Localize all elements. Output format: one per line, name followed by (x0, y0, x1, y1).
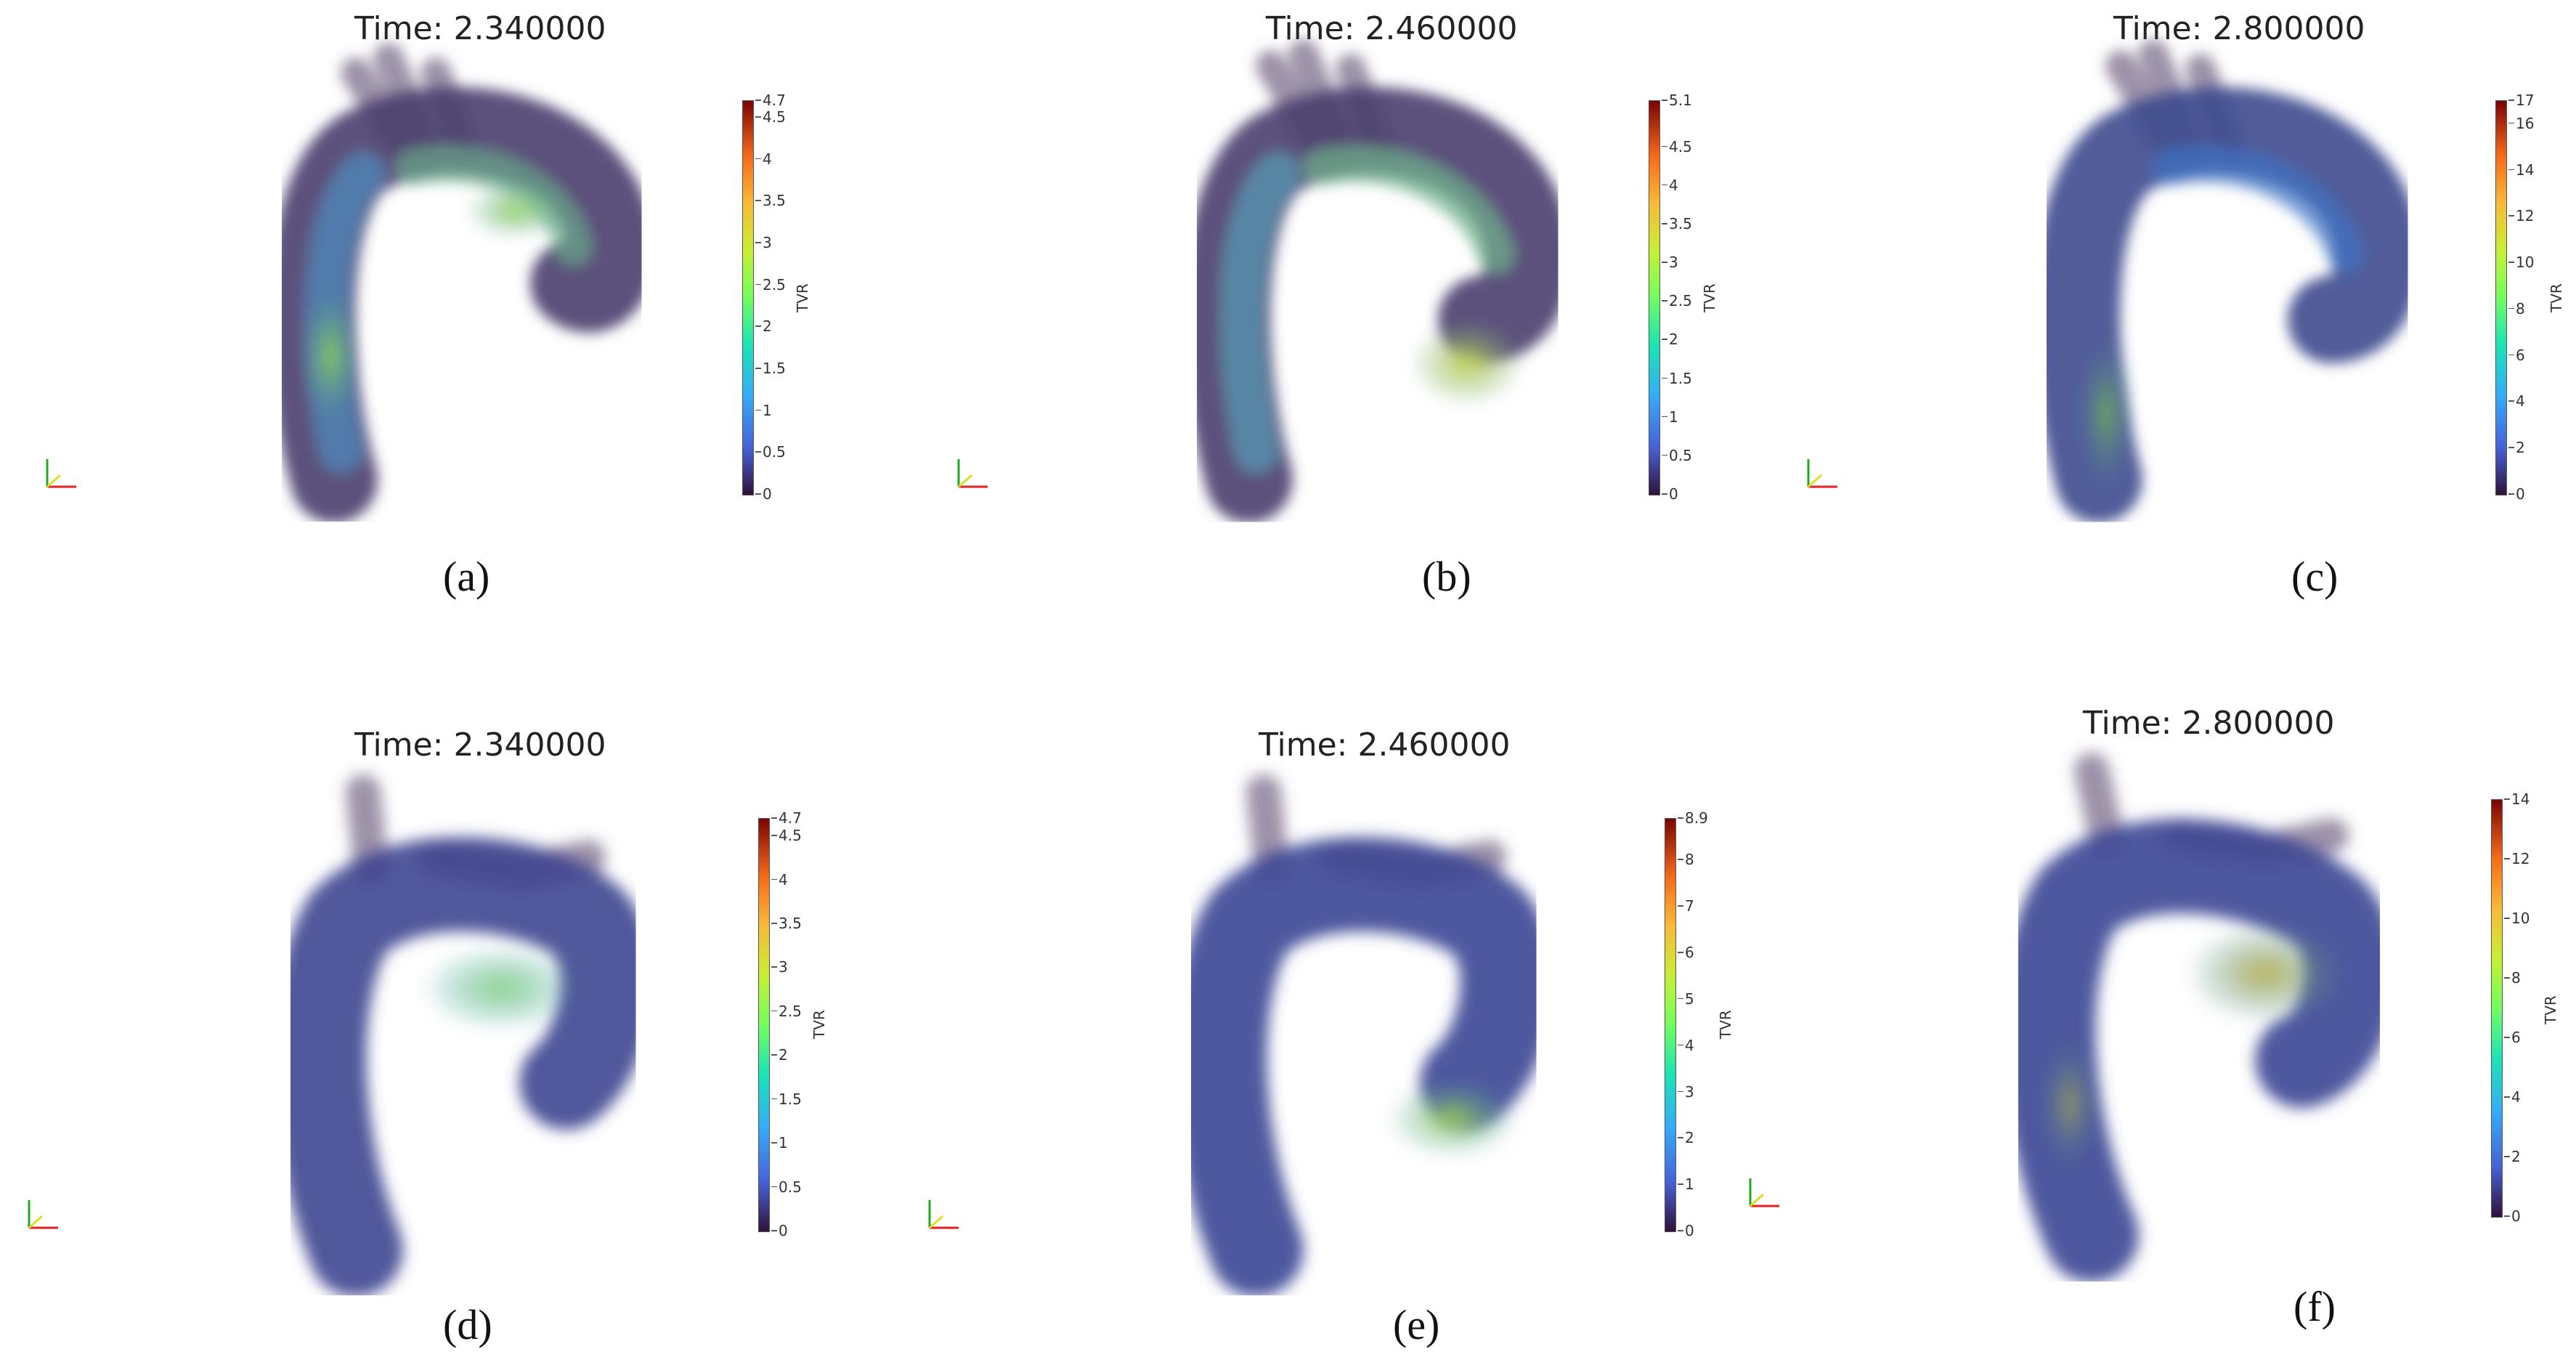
colorbar-tick-label: 3.5 (1662, 215, 1692, 233)
panel-d-title: Time: 2.340000 (354, 727, 606, 764)
colorbar-tick-label: 6 (2508, 346, 2525, 364)
colorbar-e-label: TVR (1717, 1010, 1734, 1039)
colorbar-tick-label: 0.5 (755, 443, 786, 461)
colorbar-tick-label: 3 (771, 958, 788, 976)
panel-a-title: Time: 2.340000 (354, 10, 606, 47)
colorbar-tick-label: 4 (2504, 1088, 2521, 1106)
colorbar-e (1665, 818, 1676, 1232)
colorbar-tick-label: 1.5 (1662, 369, 1692, 387)
colorbar-tick-label: 2 (771, 1046, 788, 1064)
colorbar-tick-label: 4.5 (771, 827, 802, 845)
colorbar-tick-label: 6 (1678, 944, 1694, 962)
colorbar-tick-label: 10 (2503, 910, 2530, 927)
colorbar-tick-label: 1.5 (755, 360, 786, 378)
colorbar-tick-label: 4 (2508, 392, 2525, 410)
colorbar-tick-label: 1 (755, 401, 772, 419)
colorbar-tick-label: 1.5 (771, 1090, 802, 1108)
colorbar-tick-label: 0 (755, 485, 772, 503)
aorta-render-b (1183, 39, 1572, 523)
colorbar-tick-label: 6 (2504, 1029, 2521, 1046)
colorbar-tick-label: 1 (1662, 408, 1678, 426)
colorbar-tick-label: 0.5 (1662, 446, 1692, 464)
colorbar-b (1649, 100, 1660, 495)
colorbar-d-label: TVR (810, 1010, 828, 1039)
colorbar-tick-label: 3.5 (771, 915, 802, 933)
colorbar-tick-label: 8 (2508, 299, 2525, 317)
orientation-axes-e (928, 1200, 959, 1229)
colorbar-tick-label: 5 (1678, 989, 1694, 1008)
colorbar-tick-label: 4.5 (1662, 137, 1692, 155)
colorbar-c-label: TVR (2548, 283, 2565, 312)
colorbar-tick-label: 0 (2504, 1207, 2521, 1225)
orientation-axes-f (1749, 1178, 1779, 1207)
aorta-render-f (2001, 753, 2397, 1282)
colorbar-tick-label: 2.5 (755, 275, 786, 294)
panel-f-title: Time: 2.800000 (2083, 705, 2335, 742)
colorbar-tick-label: 2 (1678, 1129, 1694, 1147)
colorbar-tick-label: 10 (2508, 254, 2535, 272)
colorbar-tick-label: 4.7 (771, 809, 802, 827)
colorbar-tick-label: 2.5 (1662, 292, 1692, 310)
colorbar-tick-label: 2.5 (771, 1002, 802, 1020)
orientation-axes-d (28, 1200, 58, 1229)
colorbar-tick-label: 3.5 (755, 192, 786, 210)
orientation-axes-b (957, 459, 988, 488)
colorbar-tick-label: 4 (755, 150, 772, 168)
panel-c-caption: (c) (2291, 553, 2339, 600)
aorta-render-c (2033, 39, 2421, 523)
colorbar-tick-label: 4.7 (755, 92, 786, 109)
colorbar-tick-label: 3 (755, 234, 772, 252)
colorbar-c (2495, 100, 2507, 495)
colorbar-tick-label: 4 (771, 870, 788, 889)
colorbar-a (742, 100, 754, 495)
colorbar-tick-label: 8.9 (1678, 809, 1708, 827)
colorbar-tick-label: 3 (1678, 1082, 1694, 1101)
colorbar-tick-label: 8 (2504, 969, 2521, 987)
colorbar-tick-label: 12 (2503, 850, 2530, 867)
colorbar-tick-label: 14 (2508, 161, 2535, 179)
panel-d-caption: (d) (443, 1301, 492, 1348)
colorbar-tick-label: 0 (771, 1222, 788, 1239)
panel-e-title: Time: 2.460000 (1259, 727, 1511, 764)
orientation-axes-c (1807, 459, 1837, 488)
colorbar-a-label: TVR (794, 283, 811, 312)
colorbar-tick-label: 8 (1678, 851, 1694, 869)
colorbar-tick-label: 0 (1678, 1222, 1694, 1239)
colorbar-tick-label: 7 (1678, 897, 1694, 915)
colorbar-tick-label: 4.5 (755, 108, 786, 126)
colorbar-f (2491, 799, 2503, 1218)
aorta-render-a (268, 43, 656, 523)
colorbar-f-label: TVR (2542, 995, 2559, 1024)
panel-f-caption: (f) (2293, 1283, 2336, 1330)
colorbar-tick-label: 1 (771, 1134, 788, 1152)
orientation-axes-a (46, 459, 76, 488)
colorbar-tick-label: 12 (2508, 207, 2535, 225)
colorbar-tick-label: 2 (2508, 439, 2525, 457)
colorbar-tick-label: 5.1 (1662, 92, 1692, 109)
colorbar-tick-label: 4 (1662, 176, 1678, 194)
colorbar-tick-label: 2 (755, 317, 772, 336)
colorbar-tick-label: 14 (2503, 790, 2530, 808)
colorbar-tick-label: 17 (2508, 92, 2535, 109)
colorbar-tick-label: 1 (1678, 1175, 1694, 1194)
panel-a-caption: (a) (443, 553, 490, 600)
aorta-render-e (1172, 774, 1555, 1297)
colorbar-tick-label: 0 (1662, 485, 1678, 503)
colorbar-tick-label: 16 (2508, 114, 2535, 132)
aorta-render-d (272, 774, 654, 1297)
colorbar-tick-label: 0 (2508, 485, 2525, 503)
colorbar-d (758, 818, 770, 1232)
colorbar-tick-label: 2 (2504, 1148, 2521, 1165)
colorbar-tick-label: 4 (1678, 1036, 1694, 1054)
colorbar-tick-label: 3 (1662, 254, 1678, 272)
panel-e-caption: (e) (1393, 1301, 1440, 1348)
colorbar-tick-label: 2 (1662, 331, 1678, 349)
panel-b-caption: (b) (1422, 553, 1471, 600)
colorbar-b-label: TVR (1701, 283, 1718, 312)
colorbar-tick-label: 0.5 (771, 1178, 802, 1196)
